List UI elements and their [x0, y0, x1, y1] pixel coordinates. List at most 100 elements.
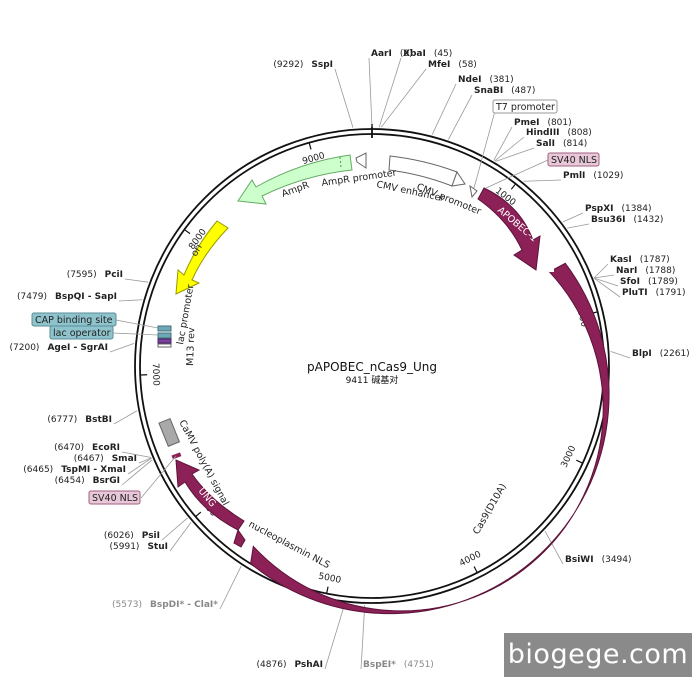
- watermark: biogege.com: [504, 633, 692, 677]
- site-position: (6026): [104, 531, 134, 541]
- feature-camv-polya[interactable]: [158, 417, 181, 447]
- site-position: (1432): [634, 215, 664, 225]
- site-blpi[interactable]: BlpI (2261): [610, 341, 690, 360]
- site-bsu36i[interactable]: Bsu36I (1432): [567, 207, 664, 229]
- site-bspqi-sapi[interactable]: (7479) BspQI - SapI: [17, 284, 143, 303]
- site-name: Bsu36I: [591, 215, 626, 225]
- feature-ampr-arrow[interactable]: [237, 154, 353, 205]
- site-psii[interactable]: (6026) PsiI: [104, 517, 188, 542]
- site-leader-line: [138, 457, 152, 464]
- feature-cmv-promoter[interactable]: [451, 170, 466, 187]
- boxed-label-t7[interactable]: T7 promoter: [473, 99, 558, 189]
- site-bspdi-clai[interactable]: (5573) BspDI* - ClaI*: [112, 565, 242, 611]
- feature-cas9-arc[interactable]: [250, 262, 610, 615]
- feature-t7-promoter[interactable]: [469, 184, 478, 199]
- site-smai[interactable]: (6467) SmaI: [74, 446, 152, 465]
- site-position: (58): [458, 60, 476, 70]
- site-leader-line: [523, 179, 562, 182]
- site-agei-sgrai[interactable]: (7200) AgeI - SgrAI: [10, 335, 135, 354]
- site-nari[interactable]: NarI (1788): [594, 258, 675, 279]
- feature-lac-operator[interactable]: [157, 332, 172, 339]
- feature-m13-rev[interactable]: [157, 338, 172, 344]
- site-pluti[interactable]: PluTI (1791): [594, 278, 686, 299]
- site-sfoi[interactable]: SfoI (1789): [594, 269, 678, 288]
- feature-lac-promoter[interactable]: [157, 343, 172, 348]
- site-position: (4751): [404, 660, 434, 670]
- tick-mark: [184, 229, 191, 235]
- tick-mark: [308, 142, 312, 150]
- site-stui[interactable]: (5991) StuI: [110, 522, 192, 553]
- site-name: SnaBI: [474, 86, 503, 96]
- site-snabi[interactable]: SnaBI (487): [447, 78, 535, 140]
- svg-text:SV40 NLS: SV40 NLS: [92, 493, 138, 504]
- site-name: PspXI: [585, 204, 614, 214]
- site-name: PciI: [105, 270, 123, 280]
- feature-nucleoplasmin-nls-arrow[interactable]: [233, 528, 246, 548]
- site-ecori[interactable]: (6470) EcoRI: [54, 435, 152, 458]
- site-bsrgi[interactable]: (6454) BsrGI: [55, 459, 153, 487]
- site-leader-line: [493, 126, 513, 161]
- site-label: NdeI (381): [458, 67, 514, 86]
- site-name: PshAI: [294, 660, 323, 670]
- site-name: BsrGI: [93, 476, 120, 486]
- site-bspei[interactable]: BspEI* (4751): [360, 604, 434, 671]
- site-label: (4876) PshAI: [257, 652, 323, 671]
- site-label: XbaI (45): [403, 41, 452, 60]
- site-pmli[interactable]: PmlI (1029): [523, 163, 624, 182]
- tick-mark: [510, 183, 517, 190]
- site-leader-line: [368, 57, 373, 128]
- site-mfei[interactable]: MfeI (58): [380, 52, 477, 128]
- site-leader-line: [360, 604, 366, 670]
- site-bsiwi[interactable]: BsiWI (3494): [544, 530, 632, 566]
- site-aari[interactable]: AarI (0): [368, 41, 413, 128]
- site-xbai[interactable]: XbaI (45): [378, 41, 452, 128]
- feature-cap-binding-site[interactable]: [157, 325, 172, 332]
- site-label: SalI (814): [536, 131, 587, 150]
- boxed-label-sv40-bottom[interactable]: SV40 NLS: [88, 455, 177, 505]
- feature-ori-arrow[interactable]: [175, 220, 229, 295]
- site-pspxi[interactable]: PspXI (1384): [562, 196, 652, 223]
- boxed-label-lacop[interactable]: lac operator: [49, 325, 159, 340]
- site-kasi[interactable]: KasI (1787): [593, 247, 670, 279]
- site-leader-line: [124, 278, 149, 283]
- site-bstbi[interactable]: (6777) BstBI: [47, 407, 138, 426]
- site-ndei[interactable]: NdeI (381): [431, 67, 514, 135]
- site-leader-line: [113, 410, 138, 425]
- site-pcii[interactable]: (7595) PciI: [67, 262, 149, 283]
- site-leader-line: [121, 459, 153, 486]
- site-leader-line: [118, 299, 143, 302]
- feature-apobec-arrow[interactable]: [477, 187, 541, 271]
- feature-ampr-promoter[interactable]: [355, 152, 367, 169]
- site-label: PspXI (1384): [585, 196, 651, 215]
- feature-ung-arrow[interactable]: [175, 459, 245, 531]
- site-position: (1788): [645, 266, 675, 276]
- feature-cmv-enhancer[interactable]: [388, 155, 458, 187]
- site-label: PmlI (1029): [563, 163, 623, 182]
- site-leader-line: [610, 350, 631, 359]
- site-label: AarI (0): [371, 41, 413, 60]
- site-sspi[interactable]: (9292) SspI: [273, 52, 354, 128]
- site-position: (1384): [622, 204, 652, 214]
- site-label: NarI (1788): [616, 258, 675, 277]
- boxed-label-sv40-top[interactable]: SV40 NLS: [485, 152, 600, 189]
- site-name: SfoI: [620, 277, 640, 287]
- site-name: BstBI: [85, 415, 112, 425]
- plasmid-size: 9411 碱基对: [346, 374, 399, 386]
- site-pshai[interactable]: (4876) PshAI: [257, 603, 346, 671]
- site-tspmi-xmai[interactable]: (6465) TspMI - XmaI: [23, 457, 152, 476]
- site-leader-line: [127, 457, 152, 475]
- site-label: (6470) EcoRI: [54, 435, 120, 454]
- site-name: BspDI* - ClaI*: [150, 600, 218, 610]
- site-position: (5573): [112, 600, 142, 610]
- site-name: MfeI: [428, 60, 450, 70]
- site-pmei[interactable]: PmeI (801): [493, 110, 572, 161]
- site-leader-line: [121, 451, 152, 458]
- site-sali[interactable]: SalI (814): [495, 131, 588, 162]
- site-hindiii[interactable]: HindIII (808): [494, 120, 592, 162]
- site-label: (5991) StuI: [110, 534, 168, 553]
- site-name: BspQI - SapI: [55, 292, 117, 302]
- site-position: (6470): [54, 443, 84, 453]
- site-position: (6777): [47, 415, 77, 425]
- site-label: (6777) BstBI: [47, 407, 112, 426]
- site-leader-line: [219, 565, 242, 610]
